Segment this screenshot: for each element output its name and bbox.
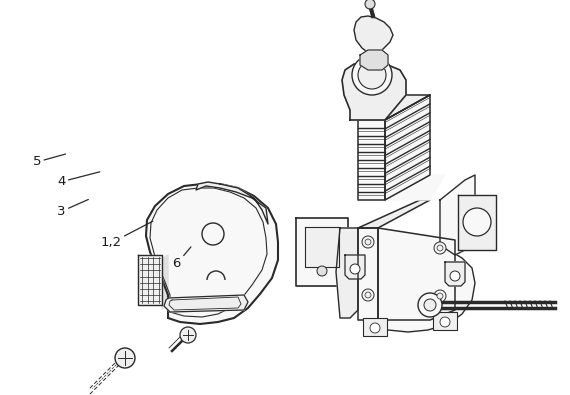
Circle shape	[437, 245, 443, 251]
Polygon shape	[305, 227, 339, 267]
Circle shape	[350, 264, 360, 274]
Polygon shape	[440, 175, 475, 255]
Text: 3: 3	[58, 199, 88, 218]
Polygon shape	[358, 95, 430, 120]
Text: 1,2: 1,2	[100, 221, 153, 249]
Circle shape	[370, 323, 380, 333]
Polygon shape	[355, 252, 475, 332]
Circle shape	[437, 293, 443, 299]
Circle shape	[450, 271, 460, 281]
Bar	[433, 312, 457, 330]
Polygon shape	[445, 262, 465, 286]
Polygon shape	[360, 50, 388, 70]
Circle shape	[180, 327, 196, 343]
Polygon shape	[146, 184, 278, 324]
Polygon shape	[378, 228, 455, 320]
Circle shape	[418, 293, 442, 317]
Polygon shape	[354, 16, 393, 55]
Polygon shape	[196, 182, 268, 224]
Circle shape	[365, 292, 371, 298]
Polygon shape	[164, 295, 248, 312]
Polygon shape	[358, 228, 378, 320]
Circle shape	[362, 289, 374, 301]
Polygon shape	[296, 218, 348, 286]
Circle shape	[352, 55, 392, 95]
Polygon shape	[358, 120, 385, 200]
Circle shape	[434, 290, 446, 302]
Polygon shape	[458, 195, 496, 250]
Polygon shape	[162, 255, 168, 309]
Circle shape	[362, 236, 374, 248]
Circle shape	[463, 208, 491, 236]
Circle shape	[358, 61, 386, 89]
Polygon shape	[345, 255, 365, 279]
Circle shape	[317, 266, 327, 276]
Polygon shape	[358, 200, 430, 228]
Bar	[363, 318, 387, 336]
Text: 5: 5	[33, 154, 66, 168]
Circle shape	[365, 239, 371, 245]
Circle shape	[440, 317, 450, 327]
Circle shape	[434, 242, 446, 254]
Polygon shape	[385, 95, 430, 200]
Polygon shape	[342, 63, 406, 120]
Circle shape	[424, 299, 436, 311]
Polygon shape	[138, 255, 162, 305]
Text: 6: 6	[173, 247, 191, 270]
Circle shape	[115, 348, 135, 368]
Text: 4: 4	[58, 172, 100, 188]
Circle shape	[365, 0, 375, 9]
Polygon shape	[370, 175, 445, 200]
Polygon shape	[336, 228, 358, 318]
